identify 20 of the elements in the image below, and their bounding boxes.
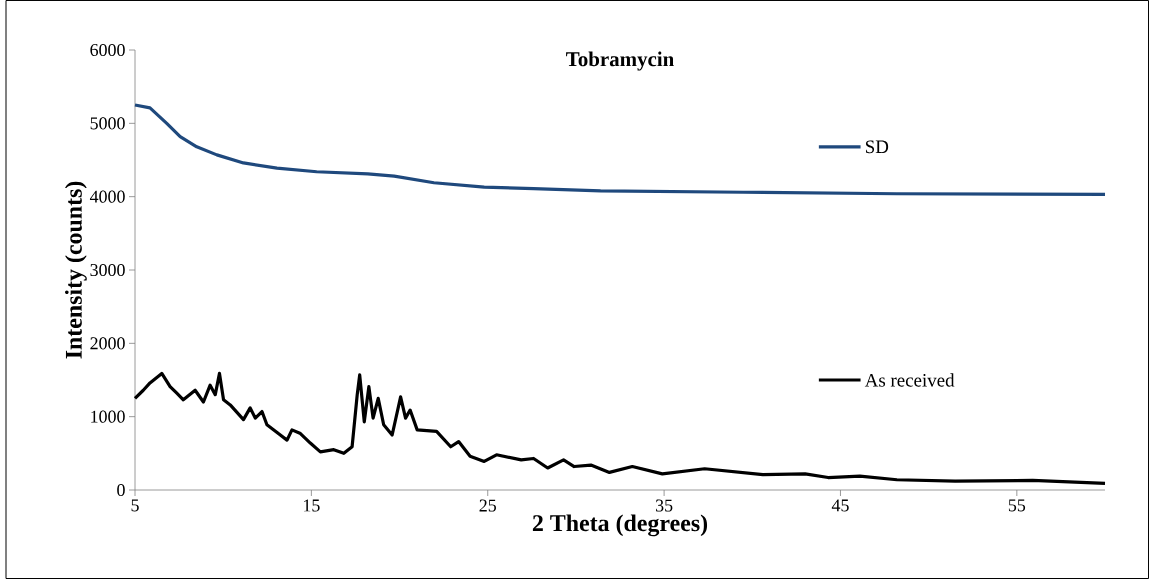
line-series [133, 103, 1107, 197]
x-tick-label: 45 [831, 499, 849, 512]
x-tick-label: 25 [479, 499, 496, 512]
y-tick-label: 1000 [91, 410, 125, 423]
y-tick-label: 6000 [90, 43, 125, 57]
y-tick-label: 4000 [89, 190, 125, 203]
y-axis-title: Intensity (counts) [65, 181, 87, 359]
x-tick-label: 35 [655, 499, 673, 512]
legend-label: SD [865, 140, 889, 154]
y-tick-label: 3000 [90, 263, 125, 277]
x-tick-label: 55 [1008, 499, 1026, 512]
y-tick-label: 5000 [90, 117, 125, 130]
chart-title: Tobramycin [566, 51, 674, 71]
y-tick-label: 2000 [90, 337, 125, 350]
line-series [133, 371, 1107, 485]
x-axis-title: 2 Theta (degrees) [532, 514, 708, 537]
legend-label: As received [864, 373, 955, 387]
x-tick-label: 15 [303, 499, 320, 512]
y-tick-label: 0 [117, 483, 125, 497]
x-tick-label: 5 [131, 499, 139, 512]
